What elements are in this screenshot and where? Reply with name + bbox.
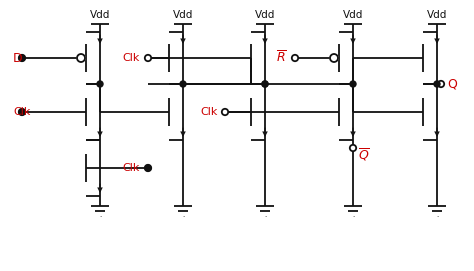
Circle shape <box>19 109 25 115</box>
Circle shape <box>438 81 444 87</box>
Text: Vdd: Vdd <box>173 10 193 20</box>
Circle shape <box>262 81 268 87</box>
Circle shape <box>292 55 298 61</box>
Circle shape <box>19 109 25 115</box>
Circle shape <box>77 54 85 62</box>
Text: Clk: Clk <box>123 53 140 63</box>
Text: ·: · <box>264 214 266 220</box>
Text: Vdd: Vdd <box>427 10 447 20</box>
Circle shape <box>222 109 228 115</box>
Circle shape <box>19 55 25 61</box>
Circle shape <box>145 165 151 171</box>
Circle shape <box>97 81 103 87</box>
Text: Vdd: Vdd <box>90 10 110 20</box>
Circle shape <box>19 55 25 61</box>
Text: D: D <box>13 51 23 64</box>
Circle shape <box>330 54 338 62</box>
Text: ·: · <box>182 214 184 220</box>
Circle shape <box>434 81 440 87</box>
Text: Q: Q <box>447 78 457 91</box>
Circle shape <box>262 81 268 87</box>
Circle shape <box>180 81 186 87</box>
Text: ·: · <box>436 214 438 220</box>
Text: ·: · <box>352 214 354 220</box>
Text: Clk: Clk <box>123 163 140 173</box>
Circle shape <box>350 81 356 87</box>
Text: $\overline{Q}$: $\overline{Q}$ <box>358 147 370 163</box>
Text: $\overline{R}$: $\overline{R}$ <box>276 50 287 66</box>
Circle shape <box>145 55 151 61</box>
Text: Vdd: Vdd <box>255 10 275 20</box>
Circle shape <box>145 165 151 171</box>
Text: Clk: Clk <box>13 107 30 117</box>
Text: Vdd: Vdd <box>343 10 363 20</box>
Text: ·: · <box>99 214 101 220</box>
Text: Clk: Clk <box>201 107 218 117</box>
Circle shape <box>350 145 356 151</box>
